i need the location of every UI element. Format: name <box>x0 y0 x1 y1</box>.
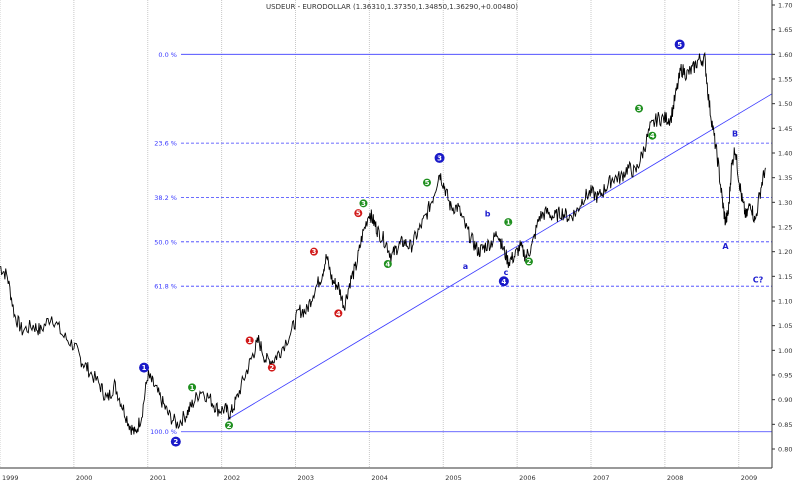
x-tick-label: 1999 <box>2 474 19 482</box>
wave-label-circle <box>674 39 685 50</box>
y-tick-label: 0.80 <box>778 446 792 454</box>
wave-label-number: 5 <box>677 41 682 49</box>
wave-label-number: 2 <box>173 438 178 446</box>
trendline-group <box>227 93 773 420</box>
wave-label-number: 1 <box>506 219 511 227</box>
x-tick-label: 2002 <box>224 474 241 482</box>
y-tick-label: 1.50 <box>778 100 792 108</box>
wave-label-number: 2 <box>269 364 274 372</box>
fib-level-label: 50.0 % <box>154 238 177 246</box>
y-tick-label: 1.30 <box>778 199 792 207</box>
fib-level-label: 0.0 % <box>158 51 177 59</box>
y-tick-label: 1.65 <box>778 26 792 34</box>
y-tick-label: 1.70 <box>778 2 792 10</box>
wave-label-circle <box>498 276 509 287</box>
wave-label-number: 5 <box>356 210 361 218</box>
chart-title: USDEUR - EURODOLLAR (1.36310,1.37350,1.3… <box>266 3 518 11</box>
wave-label-circle <box>267 363 276 372</box>
wave-label-number: 4 <box>385 261 390 269</box>
wave-label-circle <box>359 199 368 208</box>
x-tick-label: 2006 <box>519 474 536 482</box>
x-tick-label: 2009 <box>741 474 758 482</box>
y-tick-label: 0.85 <box>778 421 792 429</box>
y-tick-label: 0.90 <box>778 396 792 404</box>
wave-label-number: 5 <box>425 179 430 187</box>
wave-label-number: 3 <box>437 154 442 162</box>
wave-label-number: 4 <box>336 310 341 318</box>
fib-level-label: 61.8 % <box>154 283 177 291</box>
wave-label-number: 3 <box>361 200 366 208</box>
grid-lines <box>0 0 740 468</box>
wave-label-circle <box>648 131 657 140</box>
wave-label-circle <box>504 218 513 227</box>
price-series <box>0 51 766 435</box>
fib-level-label: 100.0 % <box>150 428 177 436</box>
y-tick-label: 1.45 <box>778 125 792 133</box>
y-tick-label: 1.20 <box>778 248 792 256</box>
y-tick-label: 1.25 <box>778 224 792 232</box>
price-line <box>0 51 766 435</box>
wave-letter-label: c <box>504 268 509 277</box>
wave-letter-label: b <box>485 210 491 219</box>
y-tick-label: 0.95 <box>778 372 792 380</box>
wave-letter-label: a <box>463 262 468 271</box>
y-tick-label: 1.40 <box>778 150 792 158</box>
wave-label-circle <box>309 247 318 256</box>
wave-label-number: 4 <box>501 278 506 286</box>
wave-label-number: 3 <box>312 248 317 256</box>
x-tick-label: 2001 <box>150 474 167 482</box>
x-tick-label: 2004 <box>371 474 388 482</box>
wave-label-number: 1 <box>247 337 252 345</box>
fib-level-label: 38.2 % <box>154 194 177 202</box>
wave-label-circle <box>188 383 197 392</box>
wave-label-number: 1 <box>142 364 147 372</box>
wave-label-circle <box>245 336 254 345</box>
y-tick-label: 1.00 <box>778 347 792 355</box>
wave-label-number: 4 <box>650 132 655 140</box>
wave-letter-label: A <box>722 242 729 251</box>
wave-label-circle <box>434 152 445 163</box>
wave-label-number: 1 <box>190 384 195 392</box>
wave-label-number: 2 <box>527 258 532 266</box>
y-tick-label: 1.15 <box>778 273 792 281</box>
x-tick-label: 2008 <box>667 474 684 482</box>
y-tick-label: 1.55 <box>778 76 792 84</box>
y-tick-label: 1.10 <box>778 298 792 306</box>
wave-label-circle <box>139 362 150 373</box>
wave-letter-label: C? <box>753 275 764 284</box>
x-tick-label: 2005 <box>445 474 462 482</box>
x-tick-label: 2007 <box>593 474 610 482</box>
wave-labels: 1 2 3 4 5 1 2 3 4 5 1 2 3 4 1 2 3 4 5 a b c A B C? <box>139 39 764 447</box>
y-tick-label: 1.35 <box>778 174 792 182</box>
fib-level-label: 23.6 % <box>154 140 177 148</box>
y-tick-label: 1.60 <box>778 51 792 59</box>
y-tick-label: 1.05 <box>778 322 792 330</box>
trendline <box>227 93 773 420</box>
wave-label-circle <box>334 309 343 318</box>
wave-label-circle <box>423 178 432 187</box>
wave-label-circle <box>354 209 363 218</box>
fibonacci-levels: 0.0 % 23.6 % 38.2 % 50.0 % 61.8 % 100.0 % <box>150 51 772 436</box>
wave-label-number: 2 <box>227 422 232 430</box>
wave-label-circle <box>383 260 392 268</box>
wave-label-circle <box>524 257 533 266</box>
x-tick-label: 2000 <box>76 474 93 482</box>
wave-label-circle <box>225 421 234 430</box>
wave-label-circle <box>635 104 644 113</box>
wave-label-circle <box>170 436 181 447</box>
x-tick-label: 2003 <box>298 474 315 482</box>
wave-label-number: 3 <box>637 105 642 113</box>
wave-letter-label: B <box>732 130 738 139</box>
